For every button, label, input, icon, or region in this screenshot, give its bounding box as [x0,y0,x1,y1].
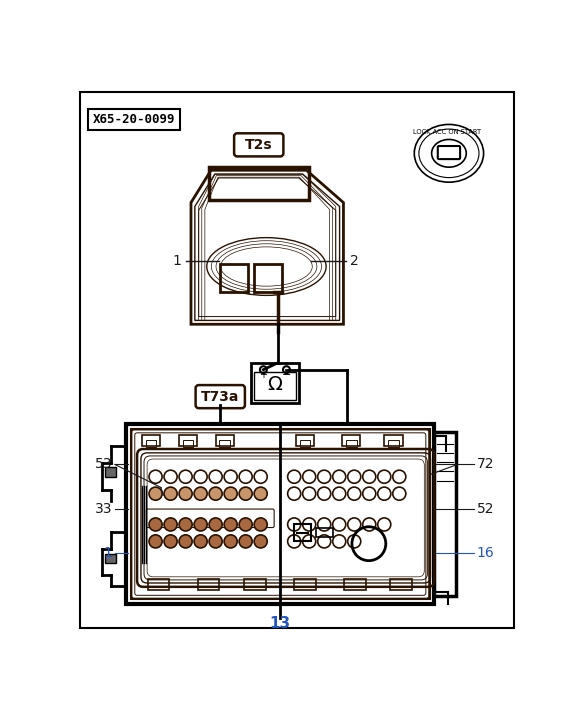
FancyBboxPatch shape [434,432,456,596]
Text: T2s: T2s [245,138,273,152]
Circle shape [179,535,192,548]
FancyBboxPatch shape [234,133,284,156]
Text: LOCK ACC ON START: LOCK ACC ON START [414,129,481,135]
Circle shape [194,518,207,531]
Circle shape [224,535,237,548]
FancyBboxPatch shape [251,363,299,403]
Text: 53: 53 [95,458,113,471]
Text: +: + [259,370,267,380]
Circle shape [149,535,162,548]
Circle shape [239,518,252,531]
Text: 72: 72 [477,458,494,471]
Text: 13: 13 [270,615,291,630]
Text: 16: 16 [477,546,494,560]
Circle shape [239,487,252,501]
Circle shape [194,535,207,548]
Circle shape [254,535,267,548]
Circle shape [179,518,192,531]
Circle shape [254,487,267,501]
Circle shape [164,518,177,531]
Text: X65-20-0099: X65-20-0099 [93,113,175,126]
FancyBboxPatch shape [105,468,115,477]
Text: 33: 33 [95,502,113,516]
Text: 52: 52 [477,502,494,516]
FancyBboxPatch shape [126,424,434,604]
Text: 1: 1 [104,546,113,560]
Circle shape [254,518,267,531]
FancyBboxPatch shape [105,554,115,563]
Text: 1: 1 [173,254,182,268]
Circle shape [149,487,162,501]
Circle shape [179,487,192,501]
Circle shape [209,518,222,531]
Circle shape [209,535,222,548]
Text: Ω: Ω [267,375,282,394]
Text: T73a: T73a [201,389,240,404]
Circle shape [239,535,252,548]
Circle shape [224,518,237,531]
Circle shape [149,518,162,531]
Circle shape [224,487,237,501]
Circle shape [209,487,222,501]
Circle shape [194,487,207,501]
Circle shape [164,487,177,501]
Text: −: − [282,370,291,380]
FancyBboxPatch shape [195,385,245,408]
Circle shape [164,535,177,548]
Text: 2: 2 [350,254,358,268]
